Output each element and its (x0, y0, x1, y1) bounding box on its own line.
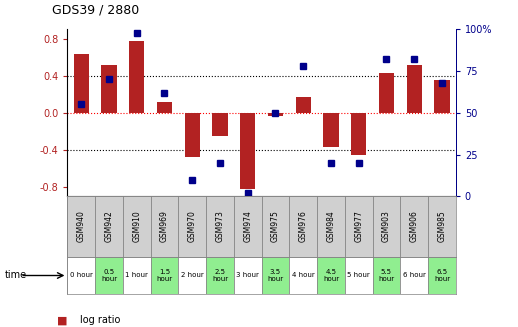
Text: GSM969: GSM969 (160, 211, 169, 242)
Bar (317, 196, 345, 257)
Text: GSM910: GSM910 (132, 211, 141, 242)
Text: GSM940: GSM940 (77, 211, 85, 242)
Bar (345, 196, 372, 257)
Text: 2.5
hour: 2.5 hour (212, 269, 228, 282)
Bar (262, 196, 290, 257)
Text: 6 hour: 6 hour (403, 272, 426, 279)
Bar (372, 257, 400, 294)
Text: GSM942: GSM942 (105, 211, 113, 242)
Bar (123, 196, 151, 257)
Bar (323, 113, 339, 147)
Bar (67, 257, 95, 294)
Text: GSM906: GSM906 (410, 211, 419, 242)
Text: 3.5
hour: 3.5 hour (267, 269, 283, 282)
Text: GSM970: GSM970 (188, 211, 197, 242)
Bar (95, 257, 123, 294)
Text: time: time (5, 270, 27, 281)
Bar (157, 102, 172, 113)
Text: 1 hour: 1 hour (125, 272, 148, 279)
Text: ■: ■ (57, 316, 67, 325)
Text: GSM985: GSM985 (438, 211, 447, 242)
Bar (296, 97, 311, 113)
Text: GDS39 / 2880: GDS39 / 2880 (52, 3, 139, 16)
Text: 2 hour: 2 hour (181, 272, 204, 279)
Text: 4.5
hour: 4.5 hour (323, 269, 339, 282)
Bar (206, 196, 234, 257)
Bar (268, 113, 283, 116)
Text: GSM903: GSM903 (382, 211, 391, 242)
Bar (67, 196, 95, 257)
Text: 5.5
hour: 5.5 hour (379, 269, 395, 282)
Text: GSM974: GSM974 (243, 211, 252, 242)
Text: GSM976: GSM976 (299, 211, 308, 242)
Bar (400, 257, 428, 294)
Bar (317, 257, 345, 294)
Bar (95, 196, 123, 257)
Bar (178, 196, 206, 257)
Text: 1.5
hour: 1.5 hour (156, 269, 172, 282)
Text: 3 hour: 3 hour (236, 272, 259, 279)
Bar (206, 257, 234, 294)
Bar (400, 196, 428, 257)
Bar (234, 196, 262, 257)
Bar (212, 113, 227, 136)
Bar (151, 257, 178, 294)
Text: 0 hour: 0 hour (70, 272, 93, 279)
Bar (379, 73, 394, 113)
Text: 5 hour: 5 hour (348, 272, 370, 279)
Bar (151, 196, 178, 257)
Bar (290, 196, 317, 257)
Bar (262, 257, 290, 294)
Text: 4 hour: 4 hour (292, 272, 314, 279)
Bar (434, 80, 450, 113)
Bar (428, 257, 456, 294)
Bar (345, 257, 372, 294)
Bar (74, 54, 89, 113)
Bar (372, 196, 400, 257)
Text: GSM975: GSM975 (271, 211, 280, 242)
Bar (428, 196, 456, 257)
Text: GSM977: GSM977 (354, 211, 363, 242)
Bar (123, 257, 151, 294)
Bar (290, 257, 317, 294)
Bar (240, 113, 255, 189)
Text: 0.5
hour: 0.5 hour (101, 269, 117, 282)
Bar (184, 113, 200, 157)
Text: log ratio: log ratio (80, 316, 121, 325)
Text: 6.5
hour: 6.5 hour (434, 269, 450, 282)
Bar (234, 257, 262, 294)
Bar (129, 41, 145, 113)
Bar (407, 65, 422, 113)
Bar (351, 113, 366, 154)
Text: GSM984: GSM984 (326, 211, 336, 242)
Bar (178, 257, 206, 294)
Bar (102, 65, 117, 113)
Text: GSM973: GSM973 (215, 211, 224, 242)
